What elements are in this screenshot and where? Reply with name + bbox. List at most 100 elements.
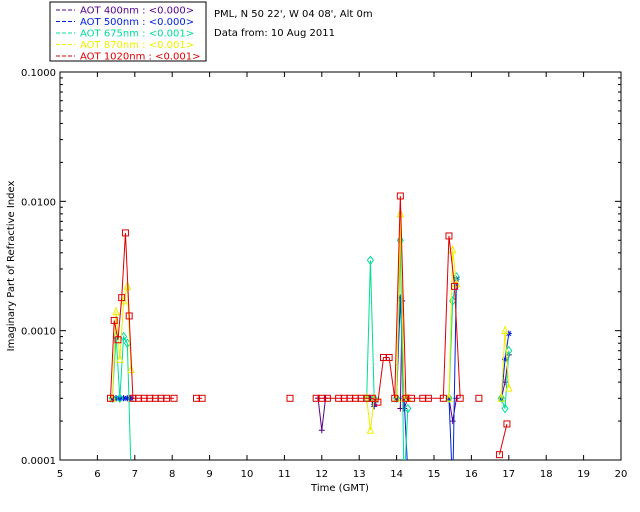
series-4-point [451,282,459,290]
series-4-point [323,394,331,402]
series-3-point [497,393,506,402]
series-2-point [445,393,453,404]
series-line [448,250,457,399]
x-tick-label: 18 [540,469,553,480]
series-line [498,423,508,455]
y-tick-label: 0.0010 [21,327,56,338]
series-4-point [439,394,447,402]
series-4-point [456,394,464,402]
series-3-point [448,244,457,254]
x-tick-label: 6 [94,469,100,480]
series-4-point [374,398,382,406]
series-3-point [366,424,375,434]
series-2-point [449,296,457,306]
series-2-point [116,393,124,404]
x-tick-label: 8 [169,469,175,480]
series-4-point [170,394,178,402]
series-4-point [475,394,483,402]
legend-label: AOT 870nm : <0.001> [80,40,194,51]
x-tick-label: 13 [353,469,366,480]
series-4-point [396,192,404,200]
series-4-point [125,312,133,320]
chart-subtitle: Data from: 10 Aug 2011 [214,28,335,39]
series-line [366,398,375,431]
legend-label: AOT 500nm : <0.000> [80,17,194,28]
x-tick-label: 19 [577,469,590,480]
chart-title: PML, N 50 22', W 04 08', Alt 0m [214,9,373,20]
series-1-point [397,294,404,301]
series-4-point [368,394,376,402]
series-3-point [445,393,453,402]
legend-label: AOT 675nm : <0.001> [80,29,194,40]
series-1-point [124,395,131,402]
series-4-point [110,316,118,324]
x-tick-label: 12 [315,469,328,480]
series-2-point [404,403,412,414]
legend-label: AOT 400nm : <0.000> [80,6,194,17]
series-2-point [366,255,375,266]
series-4-point [445,232,453,240]
series-4-point [121,229,129,237]
series-4-point [495,451,503,459]
series-0-point [449,418,456,425]
legend-label: AOT 1020nm : <0.001> [80,52,200,63]
plot-frame [59,71,622,461]
series-line [500,330,510,399]
x-tick-label: 10 [241,469,254,480]
series-1-point [371,401,378,408]
legend-box [49,1,207,62]
x-tick-label: 9 [206,469,212,480]
series-3-point [127,364,135,374]
series-3-point [116,354,124,363]
y-tick-label: 0.0001 [21,456,56,467]
series-4-point [114,336,122,344]
series-line [109,232,175,399]
series-4 [106,192,511,459]
series-2-point [501,403,509,414]
series-4-point [408,394,416,402]
x-tick-label: 15 [428,469,441,480]
series-3-point [396,208,405,218]
legend: AOT 400nm : <0.000>AOT 500nm : <0.000>AO… [49,1,207,63]
series-1-point [505,330,512,337]
x-axis-label: Time (GMT) [310,483,369,494]
series-1-point [405,470,411,476]
series-4-point [106,394,114,402]
x-tick-label: 20 [615,469,628,480]
series-2-point [505,345,513,356]
series-3-point [501,325,509,335]
series-line [111,334,132,460]
series-line [366,260,375,399]
x-tick-label: 11 [278,469,291,480]
series-2-point [497,393,505,404]
series-3-point [123,281,132,290]
series-1-point [502,356,509,363]
series-2-point [396,235,404,246]
series-line [317,398,327,431]
series-4-point [385,354,393,362]
x-tick-label: 5 [57,469,63,480]
series-1-point [120,395,127,402]
series-4-point [163,394,171,402]
x-tick-label: 14 [390,469,403,480]
series-2-point [401,485,407,493]
y-axis-label: Imaginary Part of Refractive Index [6,181,17,352]
series-line [448,279,457,460]
y-tick-label: 0.0100 [21,197,56,208]
series-1-point [450,486,456,492]
series-4-point [424,394,432,402]
x-tick-label: 16 [465,469,478,480]
series-0-point [318,427,325,434]
x-tick-label: 7 [132,469,138,480]
series-line [316,195,461,404]
series-3-point [505,382,513,392]
series-1-point [128,395,135,402]
series-4-point [391,394,399,402]
series-3-point [112,306,120,316]
series-4-point [503,420,511,428]
series-4-point [286,394,294,402]
x-tick-label: 17 [502,469,515,480]
y-tick-label: 0.1000 [21,68,56,79]
series-4-point [198,394,206,402]
